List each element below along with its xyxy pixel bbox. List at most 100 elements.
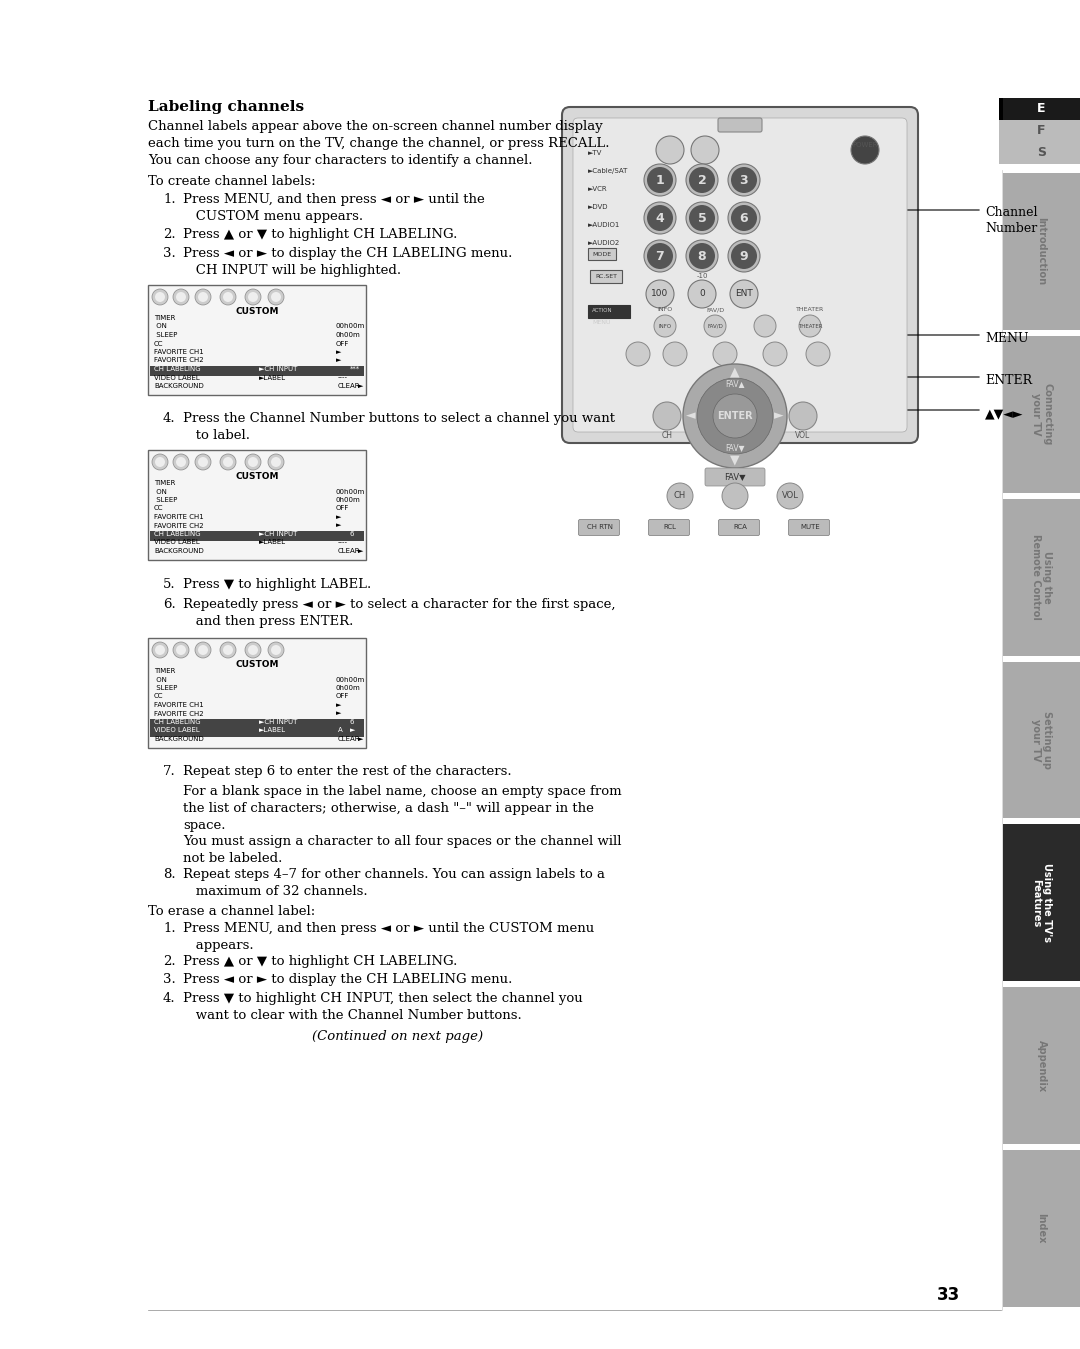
Circle shape xyxy=(663,343,687,366)
Text: 1.: 1. xyxy=(163,921,176,935)
Text: BACKGROUND: BACKGROUND xyxy=(154,737,204,742)
Text: THEATER: THEATER xyxy=(796,308,824,312)
Text: THEATER: THEATER xyxy=(798,324,822,329)
Text: VOL: VOL xyxy=(795,432,811,441)
Text: CH LABELING: CH LABELING xyxy=(154,719,201,724)
Text: 00h00m: 00h00m xyxy=(336,488,365,495)
Text: Setting up
your TV: Setting up your TV xyxy=(1030,711,1052,769)
Bar xyxy=(588,248,616,260)
Circle shape xyxy=(730,281,758,308)
Text: 2.: 2. xyxy=(163,955,176,969)
Circle shape xyxy=(152,642,168,658)
Bar xyxy=(999,142,1003,165)
Text: FAVORITE CH2: FAVORITE CH2 xyxy=(154,357,204,363)
Text: CC: CC xyxy=(154,693,163,700)
Circle shape xyxy=(268,289,284,305)
Circle shape xyxy=(220,642,237,658)
Text: Index: Index xyxy=(1037,1213,1047,1244)
Bar xyxy=(148,451,366,560)
Text: POWER: POWER xyxy=(852,142,878,148)
Text: FAV▼: FAV▼ xyxy=(725,472,746,482)
Circle shape xyxy=(728,202,760,233)
Text: ENTER: ENTER xyxy=(985,375,1032,387)
Circle shape xyxy=(656,136,684,165)
Bar xyxy=(1003,120,1080,142)
Circle shape xyxy=(691,136,719,165)
Circle shape xyxy=(686,240,718,272)
Text: 6: 6 xyxy=(350,719,354,724)
Text: RCA: RCA xyxy=(733,523,747,530)
Circle shape xyxy=(195,642,211,658)
Circle shape xyxy=(688,281,716,308)
Circle shape xyxy=(220,455,237,469)
Text: 0h00m: 0h00m xyxy=(336,496,361,503)
Text: ►LABEL: ►LABEL xyxy=(259,375,286,380)
Text: ENTER: ENTER xyxy=(717,411,753,421)
Text: ►AUDIO1: ►AUDIO1 xyxy=(588,223,620,228)
Text: FAVORITE CH2: FAVORITE CH2 xyxy=(154,522,204,529)
Text: Labeling channels: Labeling channels xyxy=(148,100,305,115)
Text: CUSTOM: CUSTOM xyxy=(235,308,279,316)
Text: ►LABEL: ►LABEL xyxy=(259,540,286,545)
Text: Appendix: Appendix xyxy=(1037,1040,1047,1091)
Text: 00h00m: 00h00m xyxy=(336,324,365,329)
Text: ***: *** xyxy=(350,366,360,372)
Text: SLEEP: SLEEP xyxy=(154,496,177,503)
Text: VIDEO LABEL: VIDEO LABEL xyxy=(154,375,200,380)
Text: 4.: 4. xyxy=(163,411,176,425)
Text: OFF: OFF xyxy=(336,340,349,347)
Text: Press ▼ to highlight LABEL.: Press ▼ to highlight LABEL. xyxy=(183,577,372,591)
Text: Repeat step 6 to enter the rest of the characters.: Repeat step 6 to enter the rest of the c… xyxy=(183,765,512,778)
Text: ▲▼◄►: ▲▼◄► xyxy=(985,407,1024,421)
Text: OFF: OFF xyxy=(336,693,349,700)
Text: 100: 100 xyxy=(651,290,669,298)
Circle shape xyxy=(152,455,168,469)
Text: You must assign a character to all four spaces or the channel will
not be labele: You must assign a character to all four … xyxy=(183,835,621,865)
Text: To erase a channel label:: To erase a channel label: xyxy=(148,905,315,919)
Circle shape xyxy=(667,483,693,509)
Text: -10: -10 xyxy=(697,272,707,279)
Circle shape xyxy=(683,364,787,468)
Bar xyxy=(1003,499,1080,656)
Text: Channel
Number: Channel Number xyxy=(985,206,1038,235)
Text: 5.: 5. xyxy=(163,577,176,591)
Text: ►: ► xyxy=(357,383,363,389)
FancyBboxPatch shape xyxy=(579,519,620,536)
Text: 6: 6 xyxy=(740,212,748,224)
Circle shape xyxy=(644,202,676,233)
Circle shape xyxy=(689,167,715,193)
Text: CH LABELING: CH LABELING xyxy=(154,532,201,537)
Text: 2: 2 xyxy=(698,174,706,186)
Text: 3.: 3. xyxy=(163,973,176,986)
Circle shape xyxy=(647,205,673,231)
Circle shape xyxy=(653,402,681,430)
Text: FAV▼: FAV▼ xyxy=(726,444,745,452)
Circle shape xyxy=(222,457,233,467)
Text: INFO: INFO xyxy=(658,308,673,312)
Text: Using the
Remote Control: Using the Remote Control xyxy=(1030,534,1052,621)
Text: 9: 9 xyxy=(740,250,748,263)
Circle shape xyxy=(728,240,760,272)
Text: MODE: MODE xyxy=(593,251,611,256)
Circle shape xyxy=(248,291,258,302)
Text: VIDEO LABEL: VIDEO LABEL xyxy=(154,727,200,734)
Circle shape xyxy=(789,402,816,430)
Circle shape xyxy=(156,645,165,656)
Text: ►: ► xyxy=(336,522,341,529)
Text: FAVORITE CH1: FAVORITE CH1 xyxy=(154,349,204,355)
Text: CUSTOM: CUSTOM xyxy=(235,472,279,482)
Bar xyxy=(148,638,366,747)
Text: CLEAR: CLEAR xyxy=(338,737,361,742)
Bar xyxy=(588,305,630,318)
FancyBboxPatch shape xyxy=(573,117,907,432)
Text: ACTION: ACTION xyxy=(592,309,612,313)
Circle shape xyxy=(156,457,165,467)
Text: ►: ► xyxy=(336,514,341,519)
Circle shape xyxy=(713,394,757,438)
Text: ►: ► xyxy=(336,357,341,363)
Text: ►TV: ►TV xyxy=(588,150,603,156)
Text: FAV▲: FAV▲ xyxy=(726,379,745,389)
Circle shape xyxy=(271,645,281,656)
Text: ►AUDIO2: ►AUDIO2 xyxy=(588,240,620,246)
Text: ►: ► xyxy=(357,548,363,554)
